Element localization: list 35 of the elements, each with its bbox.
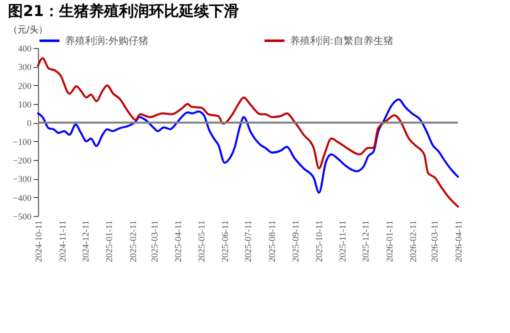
legend-label: 养殖利润:自繁自养生猪 <box>290 34 394 47</box>
x-tick-label: 2025-12-11 <box>360 220 371 262</box>
x-tick-label: 2025-01-11 <box>104 220 114 262</box>
y-tick-label: 0 <box>27 118 32 128</box>
x-tick-label: 2024-10-11 <box>34 220 44 262</box>
x-tick-label: 2025-04-11 <box>173 220 184 262</box>
x-tick-label: 2026-01-11 <box>384 220 394 262</box>
x-tick-label: 2026-04-11 <box>454 220 464 262</box>
legend-label: 养殖利润:外购仔猪 <box>65 34 148 47</box>
x-tick-label: 2025-11-11 <box>338 220 348 262</box>
x-tick-label: 2025-06-11 <box>220 220 230 262</box>
y-tick-label: 100 <box>18 100 32 110</box>
x-tick-label: 2025-08-11 <box>266 220 277 262</box>
x-tick-label: 2026-03-11 <box>430 220 440 262</box>
x-tick-label: 2025-02-11 <box>128 220 138 262</box>
y-tick-label: −400 <box>12 192 32 203</box>
line-series <box>37 98 459 194</box>
y-tick-label: −200 <box>12 156 32 166</box>
y-tick-label: 200 <box>18 80 32 91</box>
x-tick-label: 2024-12-11 <box>80 220 90 262</box>
x-tick-label: 2025-07-11 <box>243 220 254 262</box>
y-axis-title: （元/头） <box>8 24 48 36</box>
x-tick-label: 2025-09-11 <box>290 220 301 262</box>
x-tick-label: 2025-03-11 <box>149 220 160 262</box>
y-tick-label: −500 <box>12 212 32 222</box>
x-tick-label: 2025-10-11 <box>314 220 324 262</box>
chart-title: 图21：生猪养殖利润环比延续下滑 <box>8 2 239 20</box>
x-tick-label: 2025-05-11 <box>196 220 206 262</box>
y-tick-label: 400 <box>18 44 32 54</box>
x-tick-label: 2026-02-11 <box>408 220 418 262</box>
y-tick-label: −300 <box>12 174 32 184</box>
x-tick-label: 2024-11-11 <box>57 220 68 262</box>
y-tick-label: −100 <box>12 136 32 147</box>
y-tick-label: 300 <box>18 62 32 72</box>
line-series <box>37 57 459 208</box>
